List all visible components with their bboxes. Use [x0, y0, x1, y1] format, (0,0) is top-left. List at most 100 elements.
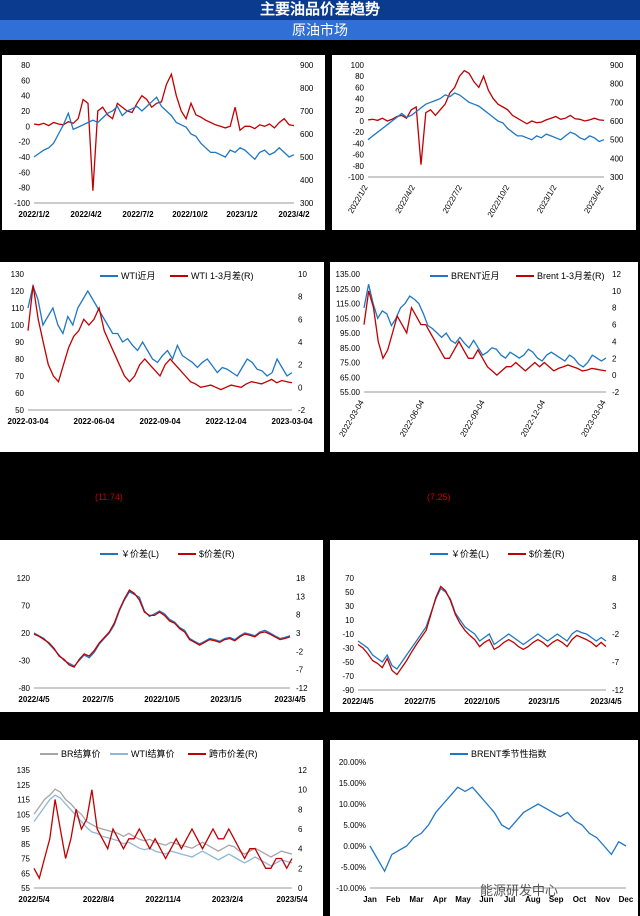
y-tick-label-right: 12	[612, 270, 621, 279]
x-tick-label: Feb	[386, 895, 400, 904]
y-tick-label-right: 8	[296, 611, 301, 620]
y-tick-label-right: 6	[612, 321, 617, 330]
y-tick-label-left: 125	[17, 781, 31, 790]
chart-svg: 130 120 110 100 90 80 70 60 50 10 8 6 4 2 0 -2 2022-03-0…	[8, 270, 313, 426]
x-tick-label: 2022/5/4	[18, 895, 50, 904]
x-tick-label: 2023/4/2	[278, 210, 310, 219]
x-tick-label: 2022-09-04	[458, 398, 487, 438]
legend-label: $价差(R)	[199, 548, 235, 559]
series-line-0	[357, 587, 607, 670]
y-tick-label-left: -10	[342, 630, 354, 639]
y-tick-label-left: -50	[342, 658, 354, 667]
y-tick-label-left: 10	[345, 616, 354, 625]
series-line-1	[27, 285, 293, 391]
y-tick-label-left: -80	[352, 162, 364, 171]
chart-cross-market: 135 125 115 105 95 85 75 65 55 12 10 8 6 4 2 0 2022/5/4 2…	[0, 740, 323, 916]
x-tick-label: May	[455, 895, 471, 904]
chart-brent-spread: 100 80 60 40 20 0 -20 -40 -60 -80 -100 900 800 700 600…	[332, 55, 636, 230]
y-tick-label-right: 700	[300, 107, 314, 116]
y-tick-label-left: 50	[15, 406, 24, 415]
legend-label: $价差(R)	[529, 548, 565, 559]
y-tick-label-left: 100	[351, 61, 365, 70]
chart-wti-spread: 80 60 40 20 0 -20 -40 -60 -80 -100 900 800 700 600 500…	[2, 55, 325, 230]
floating-value-left: (11.74)	[95, 492, 123, 502]
x-tick-label: 2022-03-04	[8, 417, 49, 426]
y-tick-label-right: 10	[298, 270, 307, 279]
y-tick-label-left: 95	[21, 825, 30, 834]
x-tick-label: 2022/4/2	[70, 210, 102, 219]
x-tick-label: 2022/4/2	[394, 183, 418, 215]
y-tick-label-left: -5.00%	[341, 863, 366, 872]
y-tick-label-left: 10.00%	[339, 800, 366, 809]
y-tick-label-left: 125.00	[336, 285, 361, 294]
y-tick-label-left: 135.00	[336, 270, 361, 279]
y-tick-label-left: 75.00	[340, 359, 361, 368]
x-tick-label: 2022/1/2	[18, 210, 50, 219]
y-tick-label-left: -20	[352, 128, 364, 137]
x-tick-label: 2022/7/5	[82, 695, 114, 704]
y-tick-label-right: 0	[298, 383, 303, 392]
y-tick-label-left: 40	[21, 92, 30, 101]
y-tick-label-left: 20	[21, 107, 30, 116]
series-line-0	[27, 283, 293, 377]
legend-label: BRENT季节性指数	[471, 748, 547, 759]
y-tick-label-right: 300	[610, 173, 624, 182]
y-tick-label-left: 20	[21, 629, 30, 638]
series-line-0	[33, 72, 295, 191]
y-tick-label-left: 55	[21, 884, 30, 893]
x-tick-label: 2022/4/5	[18, 695, 50, 704]
chart-brent-month: 135.00 125.00 115.00 105.00 95.00 85.00 75.00 6…	[330, 262, 638, 452]
y-tick-label-right: 900	[300, 61, 314, 70]
y-tick-label-right: 6	[298, 825, 303, 834]
y-tick-label-left: 60	[15, 389, 24, 398]
chart-svg: 80 60 40 20 0 -20 -40 -60 -80 -100 900 800 700 600 500…	[14, 61, 314, 219]
y-tick-label-right: 0	[298, 884, 303, 893]
y-tick-label-right: 8	[612, 574, 617, 583]
section-title: 原油市场	[0, 20, 640, 40]
watermark: 能源研发中心	[480, 883, 559, 898]
y-tick-label-right: 600	[610, 117, 624, 126]
series-line-1	[357, 585, 607, 676]
y-tick-label-left: 70	[21, 602, 30, 611]
legend-label: WTI结算价	[131, 748, 175, 759]
x-tick-label: 2022-03-04	[337, 398, 366, 438]
x-tick-label: 2022-06-04	[398, 398, 427, 438]
y-tick-label-left: 110	[11, 304, 24, 313]
x-tick-label: 2022/7/2	[122, 210, 154, 219]
legend-label: ￥价差(L)	[121, 548, 159, 559]
chart-svg: 70 50 30 10 -10 -30 -50 -70 -90 8 3 -2 -7 -12 2022/4/5…	[342, 548, 624, 706]
y-tick-label-right: 10	[298, 786, 307, 795]
y-tick-label-left: 85	[21, 840, 30, 849]
x-tick-label: Dec	[619, 895, 634, 904]
y-tick-label-right: -2	[612, 388, 620, 397]
chart-svg: 100 80 60 40 20 0 -20 -40 -60 -80 -100 900 800 700 600…	[346, 61, 624, 219]
y-tick-label-right: 3	[296, 629, 301, 638]
y-tick-label-left: 120	[11, 287, 25, 296]
chart-price-diff-right: 70 50 30 10 -10 -30 -50 -70 -90 8 3 -2 -7 -12 2022/4/5…	[330, 540, 638, 712]
x-tick-label: 2023-03-04	[579, 398, 608, 438]
y-tick-label-left: 40	[355, 95, 364, 104]
x-tick-label: Jun	[479, 895, 493, 904]
y-tick-label-right: 6	[298, 315, 303, 324]
x-tick-label: 2022-09-04	[140, 417, 181, 426]
y-tick-label-right: 18	[296, 574, 305, 583]
x-tick-label: 2022/7/2	[441, 183, 465, 215]
x-tick-label: 2022-06-04	[74, 417, 115, 426]
y-tick-label-right: -12	[296, 684, 308, 693]
series-line-1	[367, 92, 605, 143]
x-tick-label: Jul	[504, 895, 516, 904]
y-tick-label-right: -12	[612, 686, 624, 695]
y-tick-label-left: 105.00	[336, 314, 361, 323]
x-tick-label: 2022-12-04	[206, 417, 247, 426]
y-tick-label-left: 0	[26, 122, 31, 131]
legend-label: WTI 1-3月差(R)	[191, 270, 254, 281]
y-tick-label-right: 3	[612, 602, 617, 611]
y-tick-label-right: 500	[300, 153, 314, 162]
y-tick-label-left: 0.00%	[343, 842, 366, 851]
x-tick-label: 2023-03-04	[272, 417, 313, 426]
y-tick-label-left: -60	[352, 151, 364, 160]
y-tick-label-left: 55.00	[340, 388, 361, 397]
y-tick-label-right: 2	[612, 354, 617, 363]
y-tick-label-left: -10.00%	[336, 884, 366, 893]
x-tick-label: Jan	[363, 895, 377, 904]
